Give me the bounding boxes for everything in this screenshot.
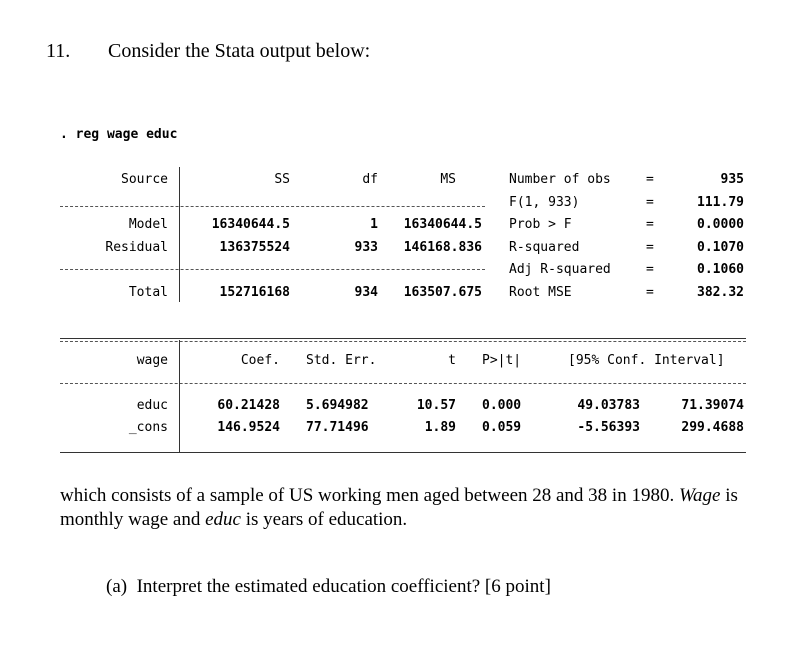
- part-a-question: (a) Interpret the estimated education co…: [106, 576, 551, 597]
- coef-row-ci-high: 71.39074: [681, 398, 744, 413]
- stat-value: 382.32: [697, 285, 744, 300]
- coef-rule-top: [60, 338, 746, 339]
- stat-value: 0.0000: [697, 217, 744, 232]
- description-text: which consists of a sample of US working…: [60, 485, 679, 506]
- anova-row-ms: 16340644.5: [403, 217, 482, 232]
- stat-eq: =: [646, 285, 654, 300]
- coef-row-coef: 146.9524: [217, 420, 280, 435]
- coef-header-ci: [95% Conf. Interval]: [568, 353, 725, 368]
- coef-row-ci-low: -5.56393: [577, 420, 640, 435]
- coef-row-t: 1.89: [424, 420, 456, 435]
- coef-header-p: P>|t|: [482, 353, 522, 368]
- stat-label: Root MSE: [509, 285, 572, 300]
- anova-row-source: Residual: [105, 240, 168, 255]
- stat-eq: =: [646, 172, 654, 187]
- coef-rule-bottom: [60, 452, 746, 453]
- coef-row-p: 0.000: [482, 398, 522, 413]
- description-text: monthly wage and: [60, 509, 206, 530]
- anova-row-ss: 16340644.5: [211, 217, 290, 232]
- description-line-2: monthly wage and educ is years of educat…: [60, 509, 407, 531]
- stat-eq: =: [646, 240, 654, 255]
- coef-row-ci-high: 299.4688: [681, 420, 744, 435]
- description-text: is years of education.: [240, 509, 408, 530]
- coef-header-t: t: [448, 353, 456, 368]
- anova-header-source: Source: [121, 172, 168, 187]
- coef-header-coef: Coef.: [240, 353, 280, 368]
- stat-label: Adj R-squared: [509, 262, 611, 277]
- anova-header-ms: MS: [440, 172, 456, 187]
- coef-row-var: _cons: [128, 420, 168, 435]
- stat-label: R-squared: [509, 240, 580, 255]
- anova-row-ss: 136375524: [219, 240, 290, 255]
- stat-value: 935: [720, 172, 744, 187]
- stat-eq: =: [646, 217, 654, 232]
- stat-label: F(1, 933): [509, 195, 580, 210]
- stat-value: 111.79: [697, 195, 744, 210]
- anova-row-source: Model: [128, 217, 168, 232]
- coef-row-se: 77.71496: [306, 420, 369, 435]
- coef-row-var: educ: [136, 398, 168, 413]
- anova-header-df: df: [362, 172, 378, 187]
- coef-divider: [179, 340, 180, 452]
- coef-row-ci-low: 49.03783: [577, 398, 640, 413]
- stat-value: 0.1070: [697, 240, 744, 255]
- coef-header-depvar: wage: [136, 353, 168, 368]
- description-line-1: which consists of a sample of US working…: [60, 485, 738, 507]
- anova-row-df: 933: [354, 240, 378, 255]
- question-number: 11.: [46, 40, 71, 62]
- anova-row-ss: 152716168: [219, 285, 290, 300]
- anova-row-source: Total: [128, 285, 168, 300]
- coef-rule-mid: [60, 383, 746, 384]
- coef-row-t: 10.57: [416, 398, 456, 413]
- coef-row-coef: 60.21428: [217, 398, 280, 413]
- description-text: is: [720, 485, 738, 506]
- anova-row-df: 1: [370, 217, 378, 232]
- anova-row-ms: 146168.836: [403, 240, 482, 255]
- anova-rule-top: [60, 206, 485, 207]
- stata-command: . reg wage educ: [60, 127, 178, 142]
- anova-header-ss: SS: [274, 172, 290, 187]
- stat-eq: =: [646, 262, 654, 277]
- coef-row-se: 5.694982: [306, 398, 369, 413]
- anova-row-df: 934: [354, 285, 378, 300]
- wage-term: Wage: [678, 485, 721, 506]
- coef-header-se: Std. Err.: [306, 353, 377, 368]
- anova-divider: [179, 167, 180, 302]
- question-intro: Consider the Stata output below:: [108, 40, 371, 62]
- stat-label: Prob > F: [509, 217, 572, 232]
- stat-value: 0.1060: [697, 262, 744, 277]
- anova-rule-total: [60, 269, 485, 270]
- anova-row-ms: 163507.675: [403, 285, 482, 300]
- educ-term: educ: [205, 509, 241, 530]
- coef-rule-top-dash: [60, 341, 746, 342]
- coef-row-p: 0.059: [482, 420, 522, 435]
- stat-eq: =: [646, 195, 654, 210]
- stat-label: Number of obs: [509, 172, 611, 187]
